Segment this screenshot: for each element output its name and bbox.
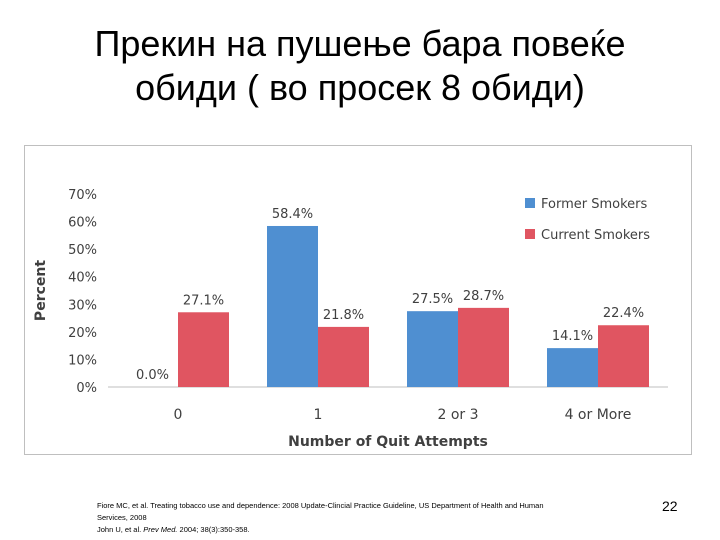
reference-1-line-1: Fiore MC, et al. Treating tobacco use an… (97, 501, 544, 510)
y-tick-label: 0% (76, 381, 97, 396)
x-tick-label: 0 (174, 407, 183, 423)
bar (267, 225, 318, 387)
y-tick-label: 30% (68, 298, 97, 313)
y-axis-title: Percent (33, 260, 49, 321)
data-label: 14.1% (552, 329, 593, 344)
slide-title: Прекин на пушење бара повеќе обиди ( во … (0, 22, 720, 110)
reference-2: John U, et al. Prev Med. 2004; 38(3):350… (97, 524, 657, 536)
data-label: 0.0% (136, 368, 169, 383)
y-tick-label: 20% (68, 326, 97, 341)
bar (598, 325, 649, 387)
reference-2-details: 2004; 38(3):350-358. (177, 525, 250, 534)
chart-frame: 0% 10% 20% 30% 40% 50% 60% 70% 0.0% 27.1% 0 58.4% 21… (24, 145, 692, 455)
bar (318, 326, 369, 387)
page-number: 22 (662, 498, 678, 514)
bar (458, 307, 509, 387)
x-axis-title: Number of Quit Attempts (288, 434, 488, 450)
legend-label: Current Smokers (541, 228, 650, 243)
x-tick-label: 4 or More (565, 407, 632, 423)
legend-swatch (525, 229, 535, 239)
x-tick-label: 2 or 3 (437, 407, 478, 423)
y-tick-label: 50% (68, 243, 97, 258)
data-label: 22.4% (603, 306, 644, 321)
legend-swatch (525, 198, 535, 208)
y-tick-label: 10% (68, 353, 97, 368)
data-label: 28.7% (463, 289, 504, 304)
legend-label: Former Smokers (541, 197, 647, 212)
title-line-1: Прекин на пушење бара повеќе (94, 23, 626, 64)
data-label: 27.5% (412, 292, 453, 307)
y-tick-label: 70% (68, 188, 97, 203)
bar (178, 312, 229, 387)
bar (547, 348, 598, 387)
data-label: 58.4% (272, 207, 313, 222)
y-tick-label: 60% (68, 216, 97, 231)
data-label: 27.1% (183, 293, 224, 308)
reference-1-line-2: Services, 2008 (97, 513, 147, 522)
title-line-2: обиди ( во просек 8 обиди) (135, 67, 585, 108)
reference-2-authors: John U, et al. (97, 525, 144, 534)
bar-chart: 0% 10% 20% 30% 40% 50% 60% 70% 0.0% 27.1% 0 58.4% 21… (33, 188, 668, 450)
x-tick-label: 1 (314, 407, 323, 423)
data-label: 21.8% (323, 308, 364, 323)
references: Fiore MC, et al. Treating tobacco use an… (97, 500, 657, 536)
bar (407, 311, 458, 387)
reference-2-journal: Prev Med. (143, 525, 178, 534)
y-tick-label: 40% (68, 271, 97, 286)
